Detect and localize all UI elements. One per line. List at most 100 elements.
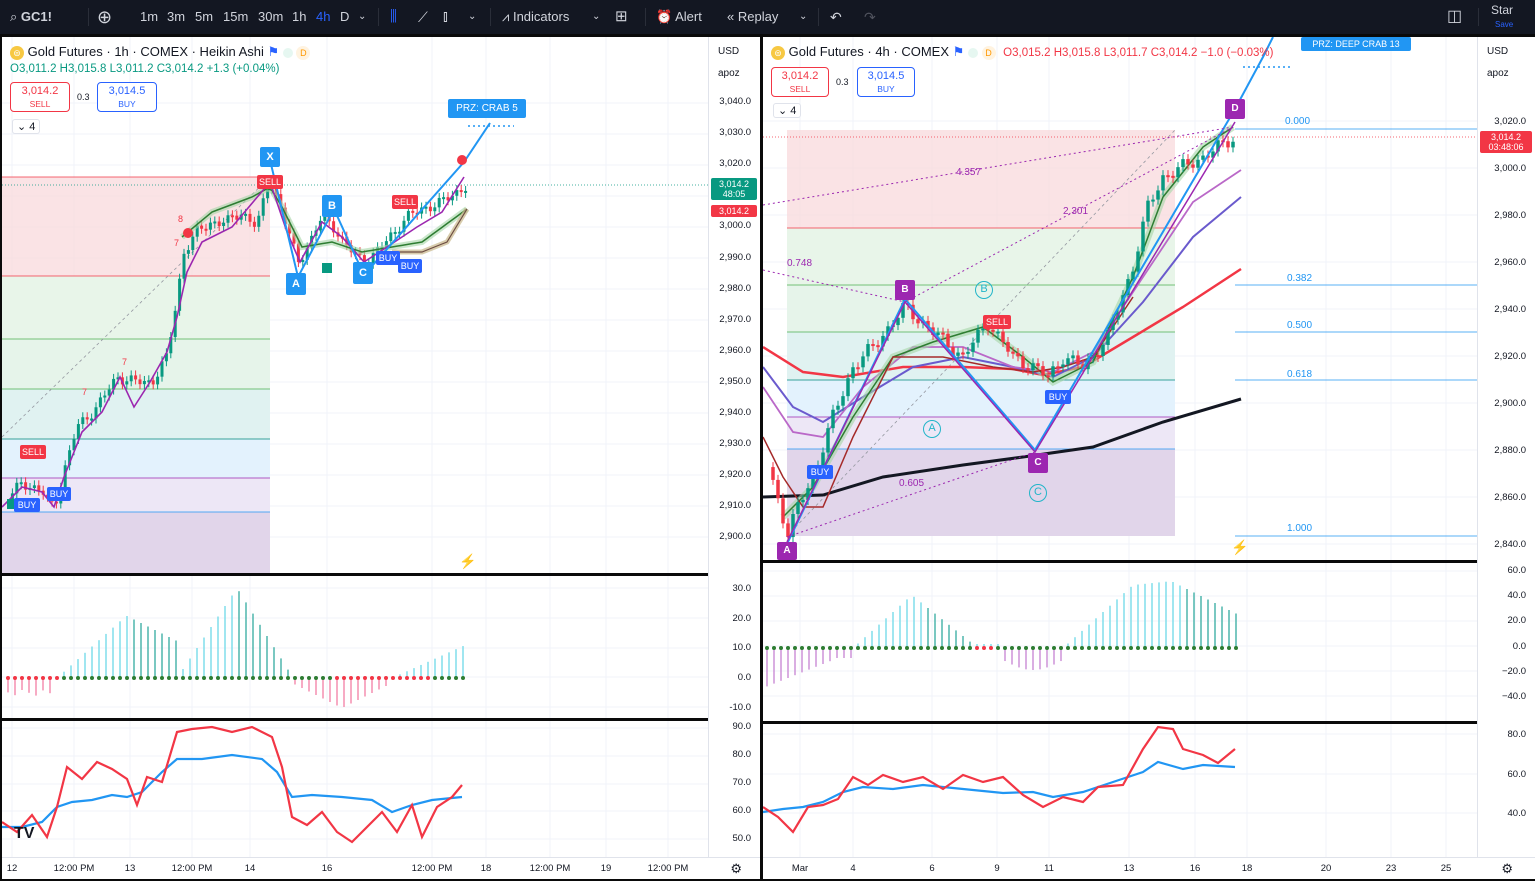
currency-label[interactable]: USD bbox=[1487, 46, 1509, 57]
zero-dot bbox=[1045, 646, 1049, 650]
axis-tick-label: 2,950.0 bbox=[719, 375, 751, 387]
legend-header: ⊜ Gold Futures · 1h · COMEX · Heikin Ash… bbox=[10, 44, 311, 60]
axis-tick-label: 10.0 bbox=[732, 642, 752, 654]
axis-tick-label: −40.0 bbox=[1501, 691, 1526, 702]
symbol-search-button[interactable]: ⌕ GC1! bbox=[10, 9, 52, 24]
ma-line bbox=[181, 187, 468, 253]
axis-tick-label: 0.0 bbox=[1512, 640, 1526, 652]
zero-dot bbox=[20, 676, 24, 680]
pane-separator[interactable] bbox=[2, 573, 708, 576]
zero-dot bbox=[125, 676, 129, 680]
ratio-label: 4.357 bbox=[956, 167, 982, 178]
star-save-button[interactable]: Star Save bbox=[1491, 3, 1514, 30]
flag-icon[interactable]: ⚑ bbox=[267, 44, 280, 59]
candle bbox=[200, 225, 204, 229]
chart-panel-4h[interactable]: ⊜ Gold Futures · 4h · COMEX ⚑ D O3,015.2… bbox=[763, 37, 1535, 879]
line-chart-icon[interactable]: ⟋ bbox=[418, 9, 428, 25]
lightning-icon[interactable]: ⚡ bbox=[1231, 539, 1249, 555]
fib-level-label: 0.382 bbox=[1287, 273, 1313, 284]
candle bbox=[1106, 329, 1110, 345]
settings-gear-icon[interactable]: ⚙ bbox=[730, 861, 742, 876]
axis-tick-label: 2,920.0 bbox=[719, 469, 751, 481]
interval-d[interactable]: D bbox=[340, 9, 350, 24]
scale-mode-label[interactable]: apoz bbox=[1487, 68, 1509, 79]
symbol-title: Gold Futures · 1h · COMEX · Heikin Ashi bbox=[27, 44, 264, 59]
fib-zone bbox=[2, 439, 270, 478]
layout-split-icon[interactable]: ◫ bbox=[1447, 8, 1463, 25]
harmonic-point-a: A bbox=[923, 420, 941, 438]
indicator-count-toggle[interactable]: ⌄ 4 bbox=[773, 103, 802, 118]
price-axis-1h[interactable]: USD apoz 3,040.03,030.03,020.03,010.03,0… bbox=[708, 37, 760, 857]
search-icon: ⌕ bbox=[10, 9, 18, 24]
fib-zone bbox=[787, 380, 1175, 417]
ratio-line bbox=[904, 126, 1234, 303]
pane-separator[interactable] bbox=[763, 560, 1477, 563]
settings-gear-icon[interactable]: ⚙ bbox=[1501, 861, 1513, 876]
chart-canvas-4h[interactable] bbox=[763, 37, 1535, 879]
fib-zone bbox=[2, 478, 270, 512]
candle bbox=[1061, 364, 1065, 367]
replay-button[interactable]: « Replay bbox=[727, 9, 779, 24]
interval-15m[interactable]: 15m bbox=[223, 9, 249, 24]
lightning-icon[interactable]: ⚡ bbox=[459, 553, 477, 569]
interval-30m[interactable]: 30m bbox=[258, 9, 284, 24]
zero-dot bbox=[265, 676, 269, 680]
zero-dot bbox=[1024, 646, 1028, 650]
currency-label[interactable]: USD bbox=[718, 46, 740, 57]
indicators-button[interactable]: ⩘ Indicators bbox=[502, 9, 570, 24]
chart-panel-1h[interactable]: ⊜ Gold Futures · 1h · COMEX · Heikin Ash… bbox=[2, 37, 760, 879]
candle bbox=[213, 221, 217, 224]
candle bbox=[1101, 344, 1105, 356]
candle bbox=[971, 342, 975, 352]
buy-button[interactable]: 3,014.5 BUY bbox=[857, 67, 915, 97]
chevron-down-icon[interactable]: ⌄ bbox=[468, 11, 477, 22]
undo-icon[interactable]: ↶ bbox=[830, 9, 842, 25]
time-axis-1h[interactable]: 12 12:00 PM 13 12:00 PM 14 16 12:00 PM 18 12:00 … bbox=[2, 857, 760, 879]
sell-button[interactable]: 3,014.2 SELL bbox=[771, 67, 829, 97]
candles-icon[interactable]: ⫼ bbox=[390, 8, 397, 25]
buy-button[interactable]: 3,014.5 BUY bbox=[97, 82, 157, 112]
zero-dot bbox=[181, 676, 185, 680]
chevron-down-icon[interactable]: ⌄ bbox=[592, 11, 601, 22]
time-axis-4h[interactable]: Mar 4 6 9 11 13 16 18 20 23 25 ⚙ bbox=[763, 857, 1535, 879]
candle bbox=[129, 375, 133, 382]
zero-dot bbox=[104, 676, 108, 680]
candle bbox=[182, 253, 186, 279]
interval-1m[interactable]: 1m bbox=[140, 9, 159, 24]
interval-5m[interactable]: 5m bbox=[195, 9, 214, 24]
ratio-line bbox=[763, 269, 906, 303]
rewind-icon: « bbox=[727, 9, 735, 24]
price-axis-4h[interactable]: USD apoz 3,020.0 3,000.0 2,980.0 2,960.0 2,9… bbox=[1477, 37, 1535, 857]
fib-zone bbox=[2, 177, 270, 276]
add-symbol-icon[interactable]: ⊕ bbox=[97, 7, 113, 27]
candle bbox=[134, 375, 138, 380]
interval-3m[interactable]: 3m bbox=[167, 9, 186, 24]
scale-mode-label[interactable]: apoz bbox=[718, 68, 740, 79]
chevron-down-icon[interactable]: ⌄ bbox=[358, 11, 367, 22]
interval-4h[interactable]: 4h bbox=[316, 9, 331, 24]
chart-canvas-1h[interactable] bbox=[2, 37, 760, 879]
zero-dot bbox=[954, 646, 958, 650]
indicator-count-toggle[interactable]: ⌄ 4 bbox=[12, 119, 41, 134]
layouts-icon[interactable]: ⊞ bbox=[615, 8, 628, 25]
zero-dot bbox=[223, 676, 227, 680]
sell-signal: SELL bbox=[392, 195, 418, 209]
axis-tick-label: 3,040.0 bbox=[719, 96, 751, 107]
sell-button[interactable]: 3,014.2 SELL bbox=[10, 82, 70, 112]
zero-dot bbox=[195, 676, 199, 680]
count-label: 7 bbox=[174, 238, 180, 248]
pane-separator[interactable] bbox=[763, 721, 1477, 724]
chevron-down-icon[interactable]: ⌄ bbox=[799, 11, 808, 22]
axis-tick-label: 30.0 bbox=[732, 583, 752, 594]
zero-dot bbox=[90, 676, 94, 680]
interval-1h[interactable]: 1h bbox=[292, 9, 307, 24]
candle bbox=[428, 206, 432, 212]
flag-icon[interactable]: ⚑ bbox=[952, 44, 965, 59]
rsi-slow bbox=[763, 725, 1236, 834]
alert-button[interactable]: ⏰ Alert bbox=[656, 9, 702, 24]
bars-icon[interactable]: ⫾ bbox=[443, 8, 448, 25]
pane-separator[interactable] bbox=[2, 718, 708, 721]
zero-dot bbox=[884, 646, 888, 650]
redo-icon[interactable]: ↷ bbox=[864, 9, 876, 25]
buy-signal: BUY bbox=[1045, 390, 1071, 404]
